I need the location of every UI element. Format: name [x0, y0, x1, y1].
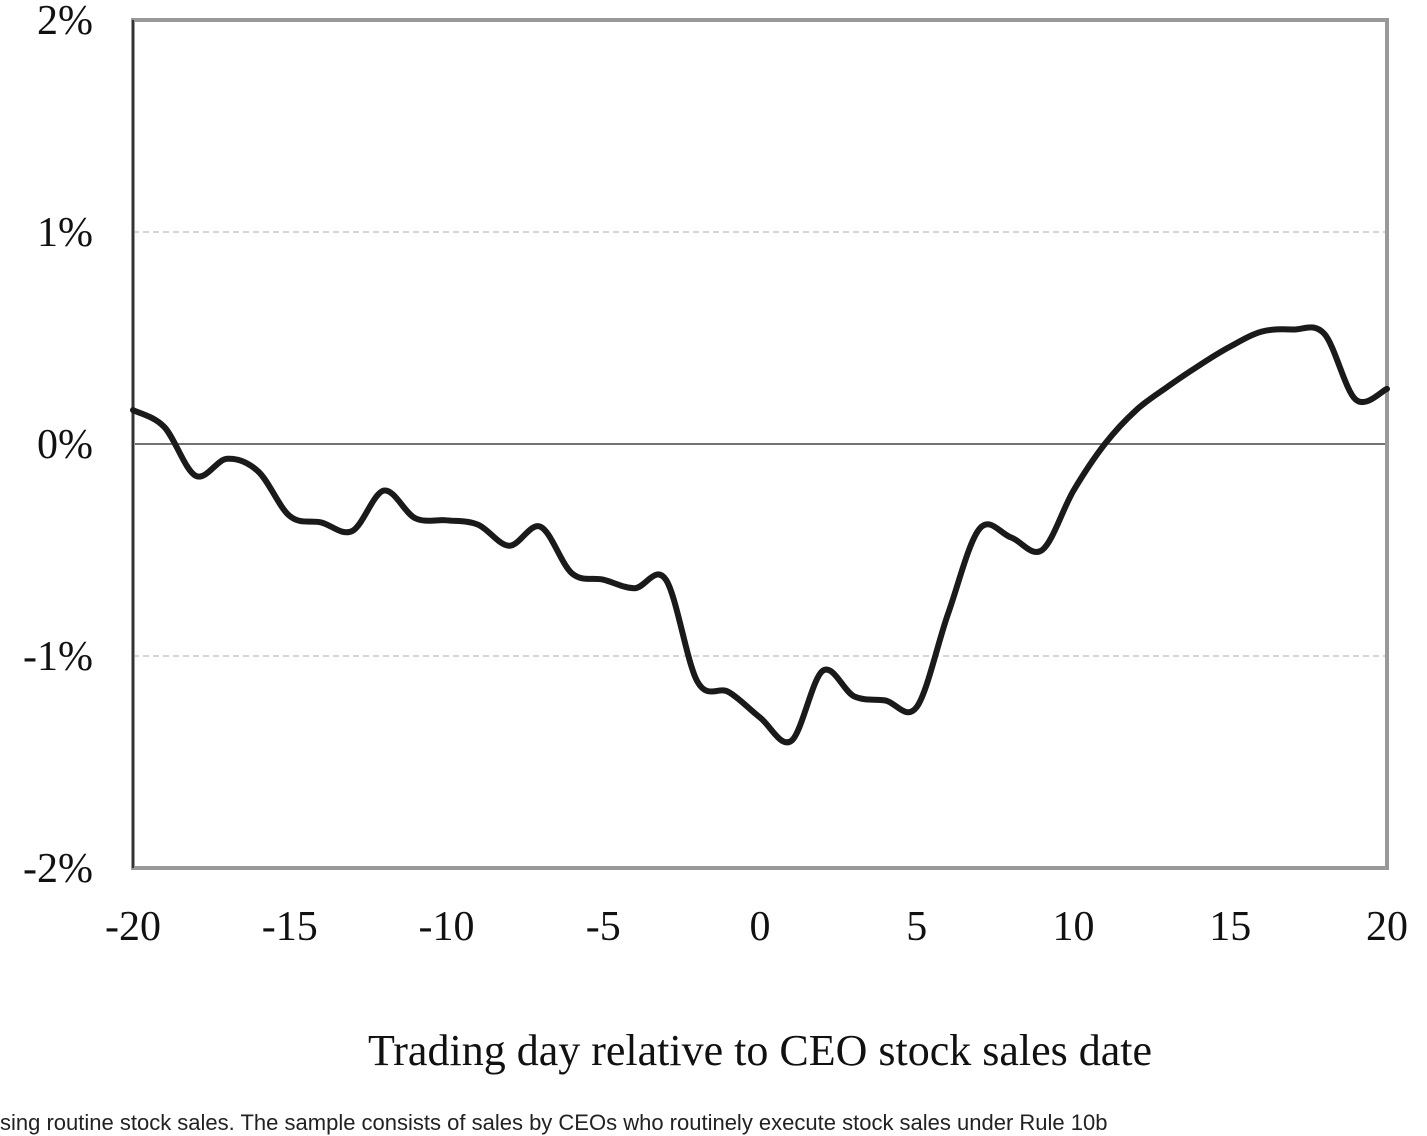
y-tick-label: -1% [23, 634, 93, 680]
series [130, 324, 1390, 746]
x-tick-label: -5 [586, 904, 621, 950]
x-tick-labels: -20 -15 -10 -5 0 5 10 15 20 [105, 904, 1408, 950]
series-line [130, 324, 1390, 746]
x-tick-label: -15 [262, 904, 318, 950]
gridlines [133, 231, 1387, 657]
y-tick-label: 1% [37, 210, 93, 256]
x-tick-label: 5 [906, 904, 927, 950]
x-tick-label: 0 [750, 904, 771, 950]
x-tick-label: 15 [1209, 904, 1251, 950]
x-tick-label: -20 [105, 904, 161, 950]
y-tick-label: 2% [37, 0, 93, 44]
x-tick-label: 10 [1053, 904, 1095, 950]
figure-caption: sing routine stock sales. The sample con… [0, 1110, 1108, 1135]
x-axis-label: Trading day relative to CEO stock sales … [368, 1026, 1152, 1075]
x-tick-label: 20 [1366, 904, 1408, 950]
y-tick-label: 0% [37, 422, 93, 468]
y-tick-labels: -2% -1% 0% 1% 2% [23, 0, 93, 892]
y-tick-label: -2% [23, 846, 93, 892]
x-tick-label: -10 [419, 904, 475, 950]
